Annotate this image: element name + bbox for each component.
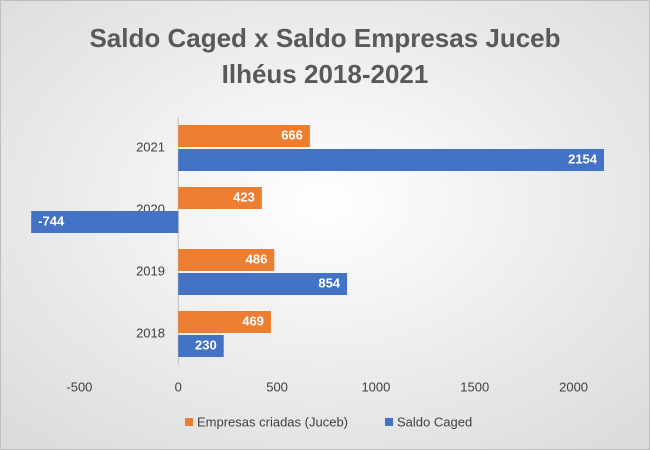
legend-swatch	[185, 418, 193, 426]
bar	[178, 311, 271, 333]
legend-label: Saldo Caged	[397, 414, 472, 429]
data-label: 486	[246, 251, 268, 266]
y-tick-label: 2021	[136, 139, 165, 154]
bar	[31, 211, 179, 233]
y-tick-label: 2019	[136, 263, 165, 278]
x-tick-label: 2000	[559, 379, 588, 394]
x-tick-label: 0	[175, 379, 182, 394]
chart-title: Ilhéus 2018-2021	[222, 59, 429, 89]
bar	[178, 249, 275, 271]
bar	[178, 187, 262, 209]
legend-swatch	[385, 418, 393, 426]
x-tick-label: 1500	[460, 379, 489, 394]
chart-title: Saldo Caged x Saldo Empresas Juceb	[89, 23, 560, 53]
data-label: 666	[281, 127, 303, 142]
bar	[178, 335, 224, 357]
x-tick-label: 500	[266, 379, 288, 394]
data-label: 469	[242, 313, 264, 328]
data-label: 230	[195, 337, 217, 352]
x-tick-label: 1000	[361, 379, 390, 394]
x-tick-label: -500	[66, 379, 92, 394]
data-label: 423	[233, 189, 255, 204]
data-label: -744	[38, 213, 65, 228]
bar	[178, 273, 348, 295]
data-label: 854	[318, 275, 340, 290]
bar	[178, 149, 605, 171]
data-label: 2154	[568, 151, 598, 166]
legend-label: Empresas criadas (Juceb)	[197, 414, 348, 429]
y-tick-label: 2018	[136, 325, 165, 340]
bar	[178, 125, 310, 147]
